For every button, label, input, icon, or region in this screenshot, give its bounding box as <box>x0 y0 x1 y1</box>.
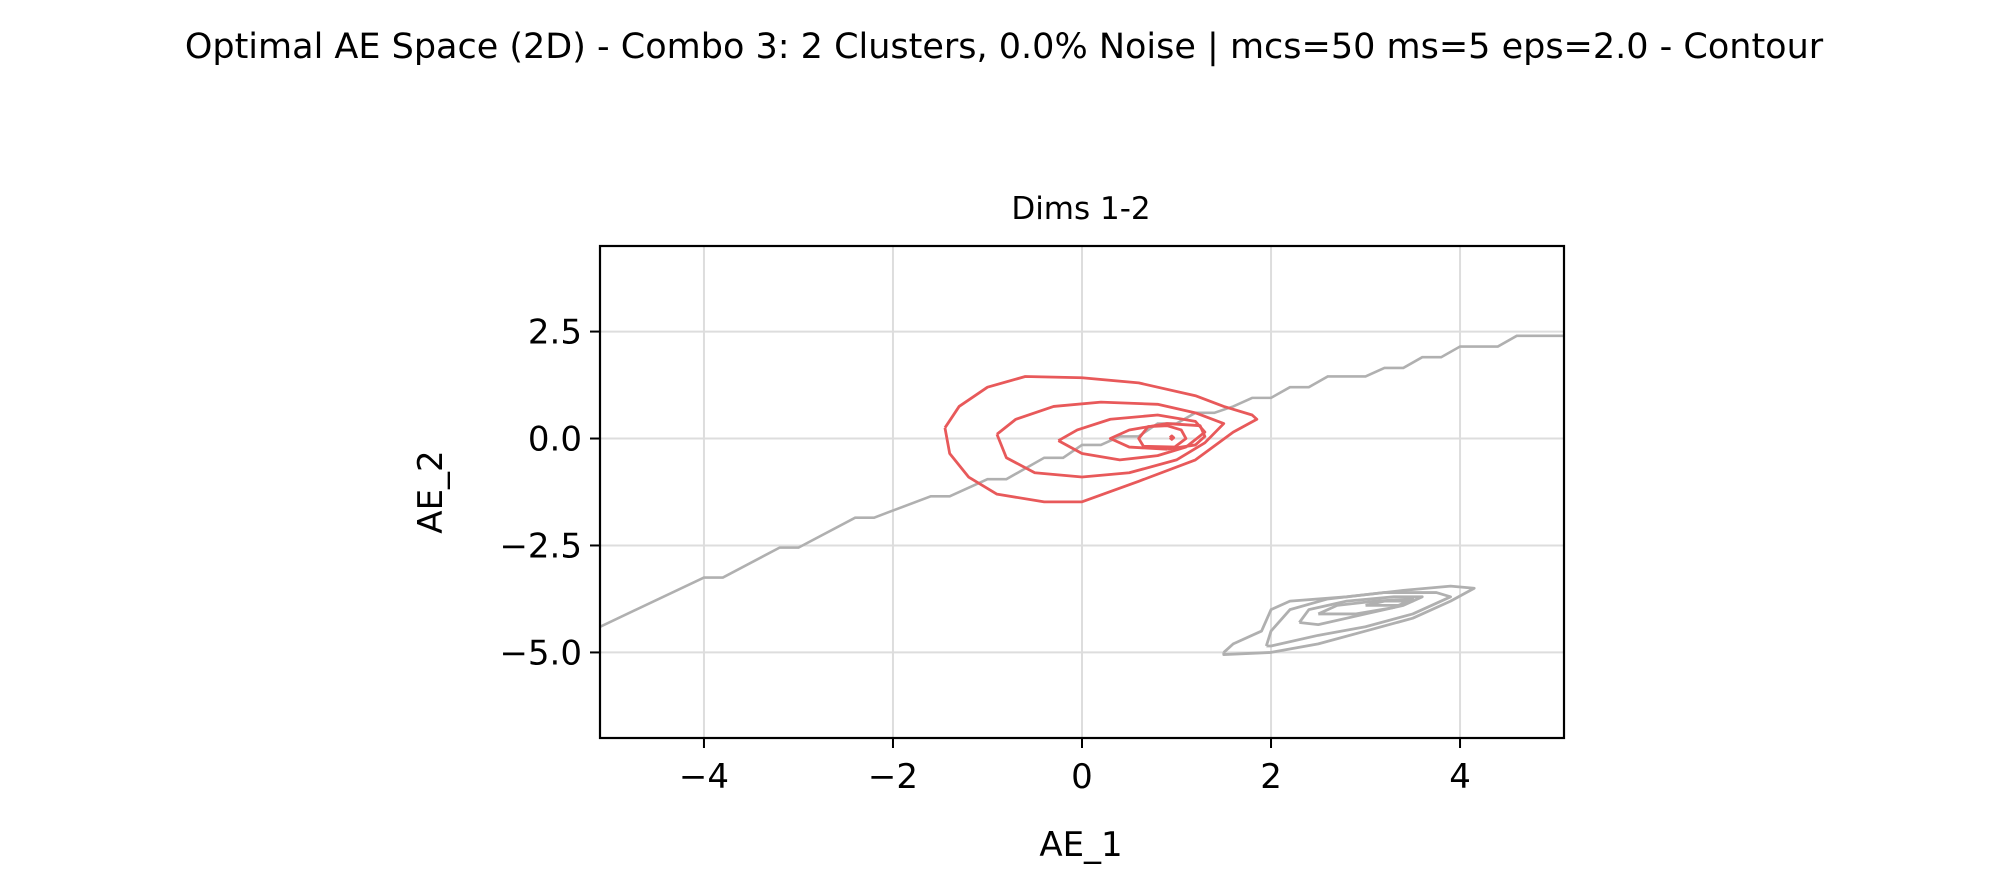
x-tick-label: 4 <box>1449 757 1471 797</box>
x-tick-label: 2 <box>1260 757 1282 797</box>
ticks: −4 −2 0 2 4 2.5 0.0 −2.5 −5.0 <box>499 313 1470 797</box>
axes-title: Dims 1-2 <box>1011 191 1150 227</box>
cluster-0-contour-level-4 <box>1137 424 1188 449</box>
grid-lines <box>600 246 1564 738</box>
cluster-0-contour-level-1 <box>995 400 1226 479</box>
plot-area <box>600 334 1564 656</box>
x-axis-label: AE_1 <box>1039 825 1122 865</box>
figure-suptitle: Optimal AE Space (2D) - Combo 3: 2 Clust… <box>185 27 1824 67</box>
cluster-0-contour-level-0 <box>943 375 1259 504</box>
y-axis-label: AE_2 <box>411 450 451 533</box>
cluster-0-contour-level-3 <box>1108 422 1207 451</box>
y-tick-label: −2.5 <box>499 526 582 566</box>
y-tick-label: 2.5 <box>528 313 582 353</box>
cluster-1-contour-level-1 <box>1264 591 1452 648</box>
y-tick-label: −5.0 <box>499 633 582 673</box>
cluster-0-contour-level-5 <box>1168 434 1176 441</box>
x-tick-label: −4 <box>679 757 729 797</box>
y-tick-label: 0.0 <box>528 420 582 460</box>
cluster-1-contour-level-0 <box>1222 584 1476 656</box>
cluster-1-contour-level-3 <box>1317 597 1415 616</box>
cluster-1-contour-level-2 <box>1298 595 1424 627</box>
x-tick-label: 0 <box>1071 757 1093 797</box>
cluster-0-contour-level-2 <box>1057 413 1207 462</box>
cluster-1-contour-level-4 <box>1365 599 1415 607</box>
x-tick-label: −2 <box>868 757 918 797</box>
